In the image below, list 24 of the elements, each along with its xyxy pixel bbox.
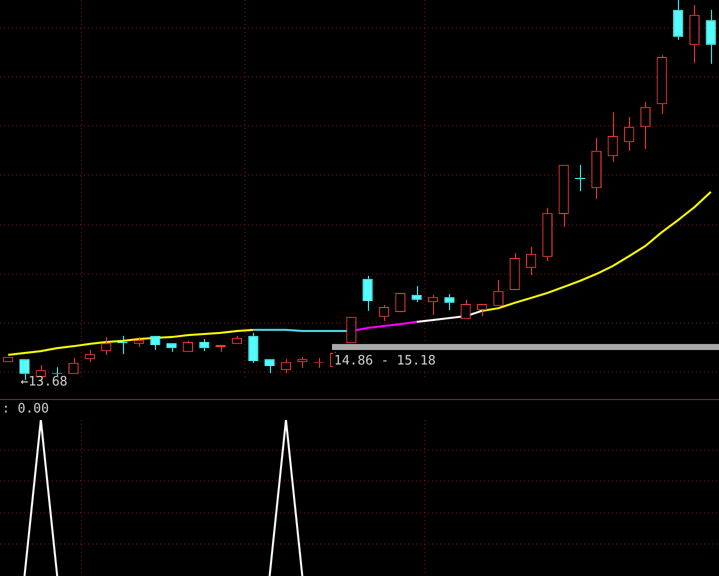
candlestick [591,137,602,200]
candlestick [542,207,552,262]
candlestick [706,9,716,64]
candlestick [608,112,618,162]
text: : 0.00 [2,401,49,416]
candlestick [558,164,569,228]
candlestick [673,0,684,40]
candlestick [428,294,438,316]
annotation: ←13.68 [20,374,68,390]
candlestick [444,294,454,311]
candlestick [476,304,488,317]
candlestick [248,332,258,364]
candlestick [656,54,667,114]
candlestick [297,356,308,368]
candlestick [510,252,520,290]
candlestick [412,286,422,303]
candlestick [689,4,700,64]
candlestick [166,343,177,352]
candlestick [84,349,95,363]
candlestick [362,275,373,312]
candlestick [216,345,226,352]
annotation: 14.86 - 15.18 [334,353,436,368]
candlestick [640,101,651,150]
candlestick [134,336,144,348]
